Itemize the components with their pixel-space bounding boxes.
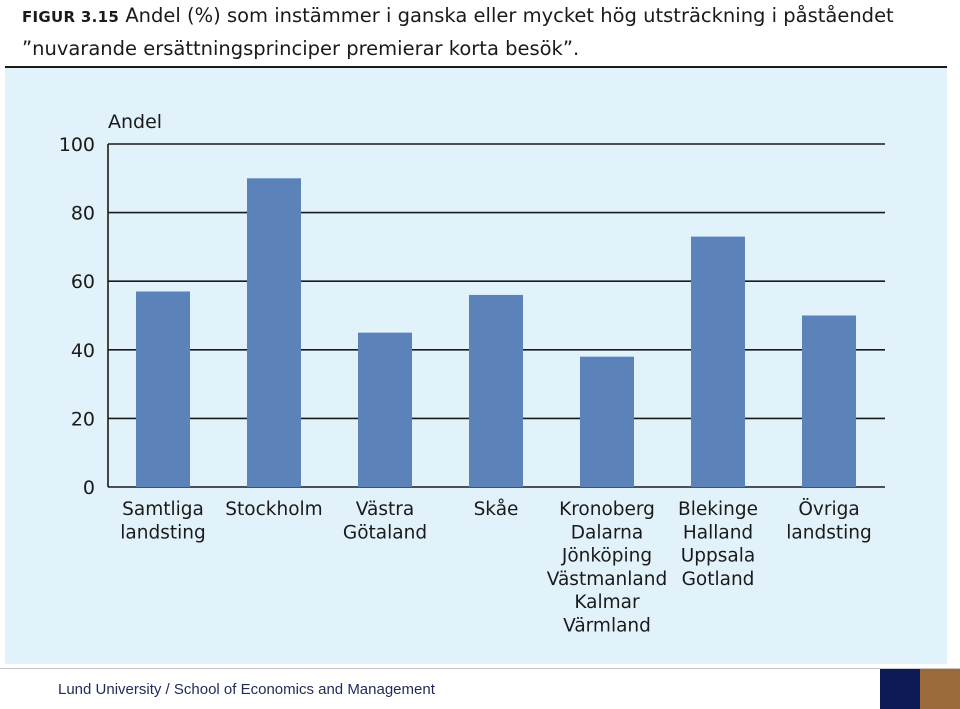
category-label-6-line-0: Övriga xyxy=(798,498,859,520)
category-label-3: Skåe xyxy=(474,499,519,520)
category-label-4-line-5: Värmland xyxy=(563,616,651,637)
figure-title-line-2: ”nuvarande ersättningsprinciper premiera… xyxy=(22,37,580,60)
category-label-0-line-1: landsting xyxy=(120,522,205,543)
y-tick-label-0: 0 xyxy=(83,477,95,499)
category-label-5-line-1: Halland xyxy=(683,522,753,543)
y-tick-label-20: 20 xyxy=(71,408,95,430)
category-label-3-line-0: Skåe xyxy=(474,499,519,520)
y-tick-label-40: 40 xyxy=(71,340,95,362)
footer-divider xyxy=(0,668,960,669)
category-label-4-line-1: Dalarna xyxy=(571,522,643,543)
category-label-6-line-1: landsting xyxy=(786,522,871,543)
title-rule xyxy=(5,66,947,68)
chart-panel: 0 20 40 60 80 100 Andel Samtliga landsting Stockh… xyxy=(5,68,947,664)
category-label-2-line-0: Västra xyxy=(356,499,414,520)
y-tick-label-100: 100 xyxy=(59,134,95,156)
category-label-5-line-0: Blekinge xyxy=(678,499,758,520)
category-label-0-line-0: Samtliga xyxy=(122,499,204,520)
category-label-4-line-3: Västmanland xyxy=(547,569,667,590)
category-label-0: Samtliga landsting xyxy=(120,499,205,543)
bar-0 xyxy=(136,291,190,487)
y-axis-title: Andel xyxy=(108,111,162,133)
category-label-4: Kronoberg Dalarna Jönköping Västmanland Kalm… xyxy=(547,499,667,637)
category-label-5-line-2: Uppsala xyxy=(681,546,755,567)
category-label-2-line-1: Götaland xyxy=(343,522,427,543)
footer-logo-block-bronze xyxy=(920,669,960,709)
figure-title-text: Andel (%) som instämmer i ganska eller m… xyxy=(125,4,894,27)
footer-text: Lund University / School of Economics an… xyxy=(58,681,435,698)
category-label-4-line-0: Kronoberg xyxy=(559,499,655,520)
y-tick-label-80: 80 xyxy=(71,203,95,225)
figure-title-line-1: FIGUR 3.15 Andel (%) som instämmer i gan… xyxy=(22,0,942,33)
category-label-2: Västra Götaland xyxy=(343,499,427,543)
category-label-6: Övriga landsting xyxy=(786,498,871,543)
bar-6 xyxy=(802,315,856,487)
bar-1 xyxy=(247,178,301,488)
category-label-1: Stockholm xyxy=(225,499,322,520)
category-label-5-line-3: Gotland xyxy=(682,569,755,590)
bar-5 xyxy=(691,236,745,487)
category-label-5: Blekinge Halland Uppsala Gotland xyxy=(678,499,758,590)
bar-4 xyxy=(580,356,634,487)
category-label-1-line-0: Stockholm xyxy=(225,499,322,520)
bar-2 xyxy=(358,332,412,487)
y-tick-label-60: 60 xyxy=(71,271,95,293)
bar-3 xyxy=(469,294,523,487)
footer-logo-block-navy xyxy=(880,669,920,709)
figure-title: FIGUR 3.15 Andel (%) som instämmer i gan… xyxy=(22,0,942,64)
category-label-4-line-2: Jönköping xyxy=(561,546,652,567)
figure-label: FIGUR 3.15 xyxy=(22,8,120,26)
category-label-4-line-4: Kalmar xyxy=(574,592,640,613)
